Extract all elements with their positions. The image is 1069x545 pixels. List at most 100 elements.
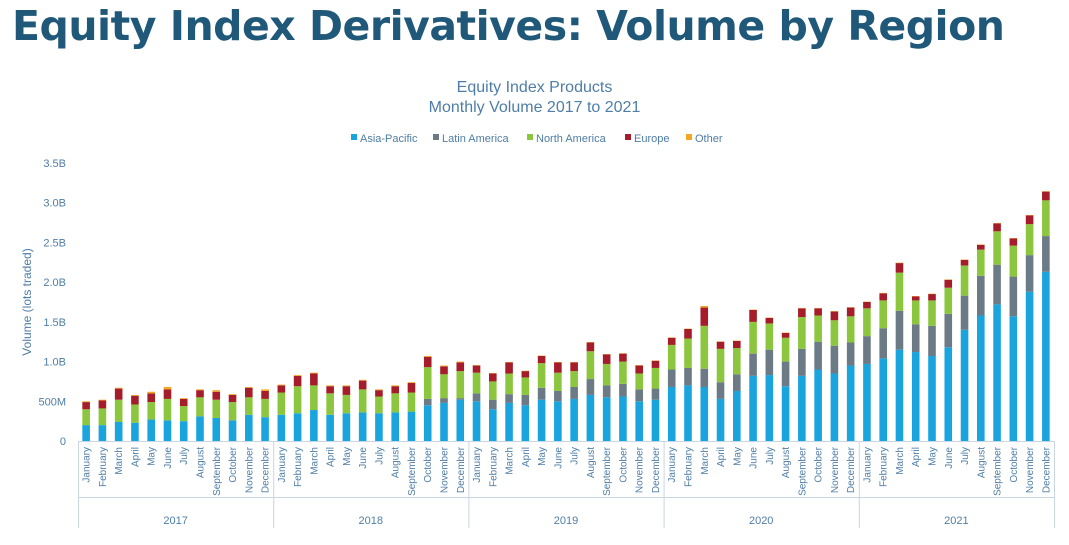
- x-tick-label: March: [505, 447, 516, 475]
- bar-asia-pacific: [358, 412, 367, 441]
- bar-north-america: [977, 249, 985, 276]
- x-tick-label: June: [944, 447, 955, 469]
- bar-europe: [521, 371, 530, 378]
- bar-asia-pacific: [472, 401, 481, 441]
- bar-latin-america: [456, 398, 465, 400]
- bar-asia-pacific: [440, 402, 448, 441]
- legend-swatch-europe: [625, 134, 631, 140]
- bar-europe: [1009, 238, 1018, 246]
- bar-other: [423, 356, 432, 357]
- bar-latin-america: [846, 342, 855, 366]
- bar-north-america: [911, 300, 920, 325]
- bar-asia-pacific: [147, 419, 155, 441]
- bar-asia-pacific: [619, 396, 627, 441]
- bar-latin-america: [684, 367, 692, 386]
- bar-north-america: [733, 348, 741, 375]
- bar-asia-pacific: [602, 397, 611, 441]
- bar-north-america: [570, 371, 578, 387]
- y-tick-label: 1.0B: [43, 357, 66, 369]
- bar-north-america: [765, 323, 774, 350]
- chart-legend: Asia-Pacific Latin America North America Eu…: [351, 133, 723, 145]
- y-tick-label: 3.5B: [43, 158, 66, 170]
- x-tick-label: April: [716, 447, 727, 467]
- bar-latin-america: [977, 275, 985, 316]
- x-tick-label: February: [684, 447, 695, 487]
- bar-europe: [781, 332, 790, 338]
- x-tick-label: May: [147, 447, 158, 466]
- x-tick-label: November: [440, 446, 451, 493]
- bar-europe: [651, 360, 660, 368]
- bar-latin-america: [537, 387, 546, 400]
- bar-asia-pacific: [310, 410, 318, 441]
- bar-other: [261, 389, 269, 391]
- bar-asia-pacific: [1009, 316, 1018, 441]
- bar-north-america: [928, 300, 936, 326]
- bar-north-america: [423, 367, 432, 399]
- bar-europe: [212, 391, 221, 400]
- bar-europe: [684, 329, 692, 339]
- bar-europe: [245, 387, 253, 398]
- bar-asia-pacific: [911, 352, 920, 441]
- bar-north-america: [293, 386, 302, 414]
- bar-europe: [667, 337, 676, 345]
- bar-latin-america: [440, 398, 448, 403]
- bar-north-america: [619, 361, 627, 384]
- bar-europe: [293, 375, 302, 387]
- x-axis: January February March April May June July Augu…: [78, 441, 1055, 528]
- bar-other: [375, 389, 383, 391]
- bar-north-america: [163, 398, 172, 421]
- bar-asia-pacific: [179, 421, 188, 441]
- x-tick-label: October: [228, 446, 239, 482]
- bar-europe: [733, 340, 741, 349]
- bar-north-america: [602, 363, 611, 386]
- bar-europe: [554, 362, 562, 373]
- bar-north-america: [440, 374, 448, 399]
- bar-other: [358, 379, 367, 381]
- y-axis-label: Volume (lots traded): [20, 248, 34, 355]
- x-tick-label: June: [749, 447, 760, 469]
- bar-north-america: [993, 231, 1001, 265]
- bar-north-america: [358, 389, 367, 413]
- x-group-label: 2017: [163, 515, 187, 527]
- x-tick-label: January: [667, 447, 678, 483]
- bar-north-america: [684, 338, 692, 368]
- bar-asia-pacific: [293, 413, 302, 441]
- bar-latin-america: [781, 361, 790, 387]
- bar-europe: [228, 394, 237, 403]
- bar-europe: [423, 356, 432, 368]
- bar-north-america: [326, 393, 334, 415]
- bar-asia-pacific: [700, 386, 709, 441]
- bar-north-america: [944, 287, 953, 314]
- bar-north-america: [228, 402, 237, 421]
- x-tick-label: June: [553, 447, 564, 469]
- bar-north-america: [456, 371, 465, 399]
- bar-europe: [456, 362, 465, 372]
- x-group-label: 2021: [944, 515, 968, 527]
- bar-latin-america: [521, 394, 530, 406]
- legend-swatch-latin-america: [433, 134, 439, 140]
- bar-asia-pacific: [456, 399, 465, 441]
- bar-asia-pacific: [765, 375, 774, 441]
- x-tick-label: May: [732, 447, 743, 466]
- bar-north-america: [521, 377, 530, 395]
- y-tick-label: 2.5B: [43, 237, 66, 249]
- bar-europe: [489, 373, 497, 382]
- bar-north-america: [814, 315, 822, 342]
- x-tick-label: August: [391, 447, 402, 478]
- bar-europe: [846, 307, 855, 317]
- bar-north-america: [245, 397, 253, 415]
- bar-europe: [342, 386, 351, 395]
- bar-asia-pacific: [1025, 291, 1034, 441]
- bar-asia-pacific: [489, 409, 497, 441]
- bar-europe: [163, 389, 172, 399]
- bar-north-america: [147, 402, 155, 420]
- bar-other: [310, 372, 318, 374]
- bar-europe: [749, 309, 757, 322]
- bar-latin-america: [944, 313, 953, 348]
- x-tick-label: July: [570, 447, 581, 465]
- bar-other: [228, 394, 237, 395]
- x-tick-label: November: [635, 446, 646, 493]
- bar-europe: [993, 223, 1001, 232]
- bar-asia-pacific: [830, 373, 839, 441]
